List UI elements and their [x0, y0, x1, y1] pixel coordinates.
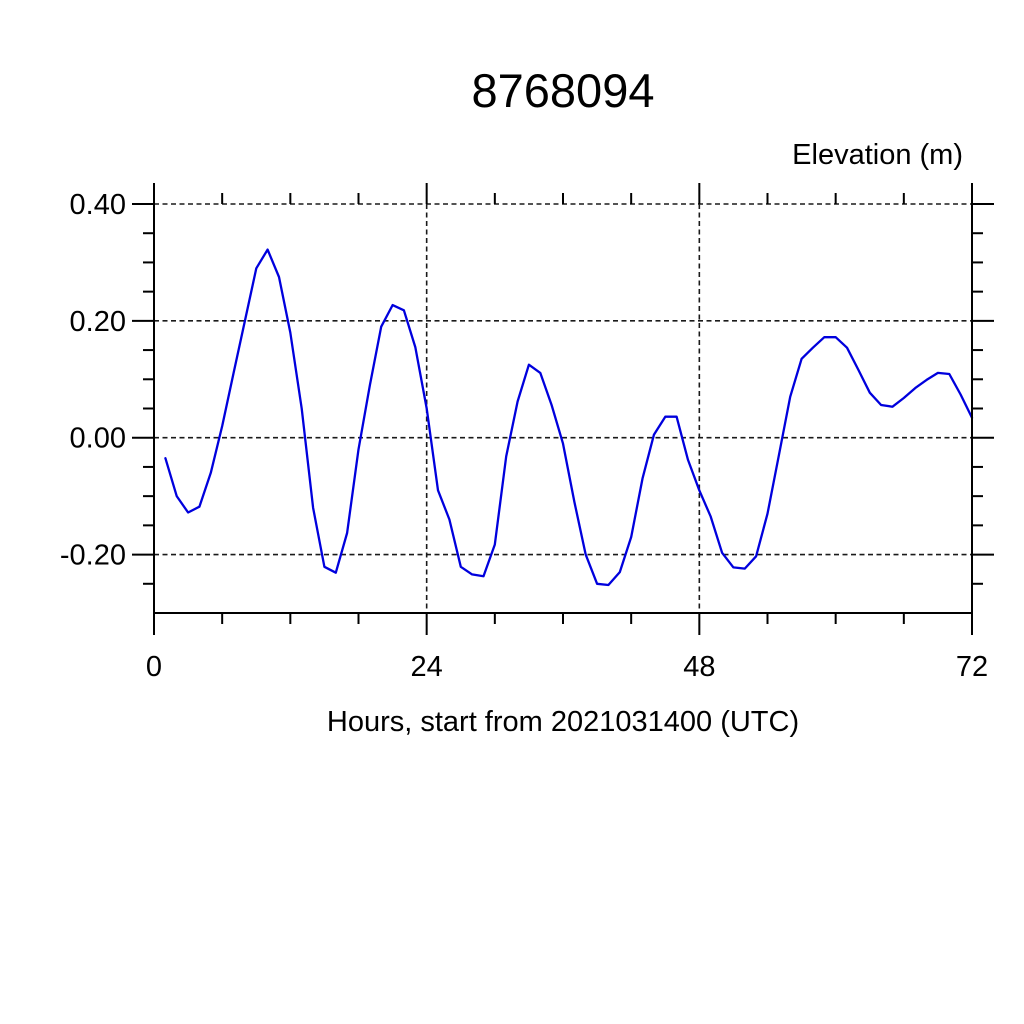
y-axis-unit-label: Elevation (m)	[792, 139, 963, 171]
x-tick-label: 48	[683, 651, 715, 683]
axis-ticks	[132, 183, 994, 635]
y-tick-label: 0.00	[70, 423, 126, 455]
elevation-series-line	[164, 248, 974, 587]
series-group	[164, 248, 974, 587]
chart-title: 8768094	[472, 64, 655, 117]
y-tick-label: 0.40	[70, 189, 126, 221]
x-axis-label: Hours, start from 2021031400 (UTC)	[327, 706, 799, 738]
tick-labels: 0.40 0.20 0.00 -0.20 0 24 48 72	[60, 189, 988, 683]
x-tick-label: 0	[146, 651, 162, 683]
axes-frame	[153, 204, 973, 614]
x-tick-label: 72	[956, 651, 988, 683]
x-tick-label: 24	[411, 651, 443, 683]
gridlines	[153, 203, 973, 613]
y-tick-label: -0.20	[60, 540, 126, 572]
y-tick-label: 0.20	[70, 306, 126, 338]
